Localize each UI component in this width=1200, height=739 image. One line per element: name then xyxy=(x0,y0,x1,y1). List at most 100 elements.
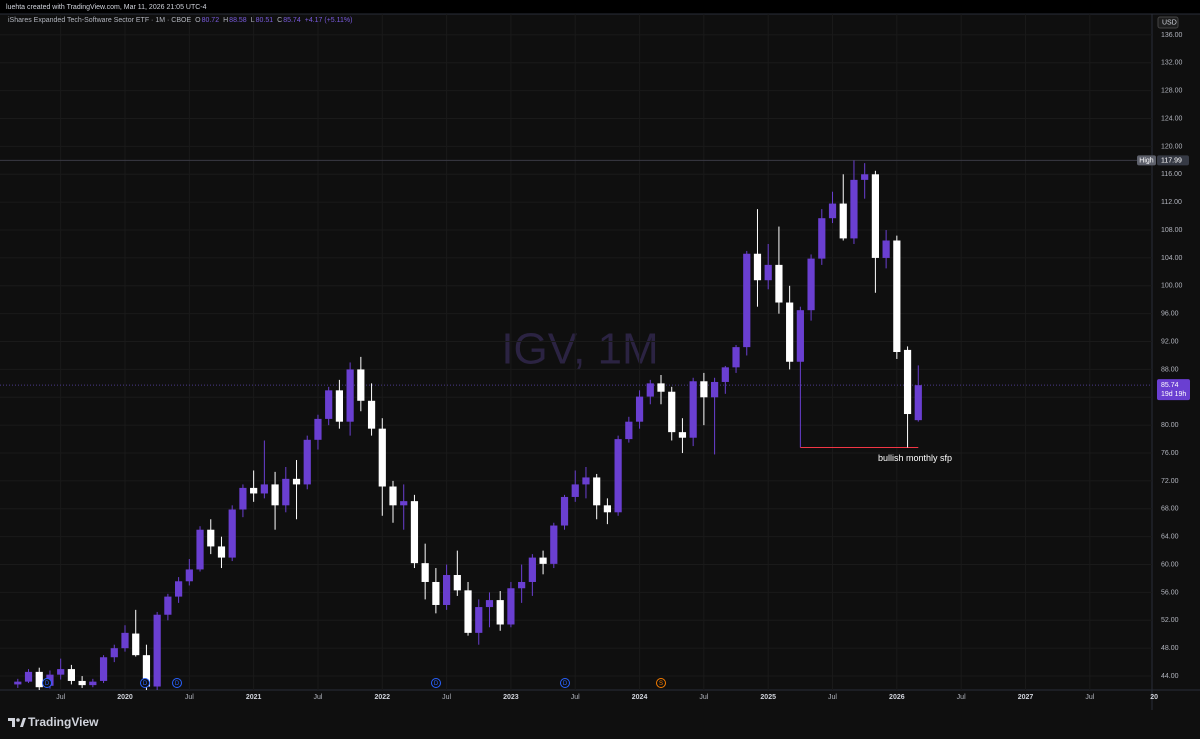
candle-body xyxy=(807,258,815,311)
currency: USD xyxy=(1162,19,1177,26)
candle-body xyxy=(625,421,633,440)
candle-body xyxy=(153,614,161,687)
legend-value: 88.58 xyxy=(229,17,247,24)
x-tick-label: Jul xyxy=(185,694,194,701)
candle-body xyxy=(786,302,794,362)
candle-body xyxy=(292,478,301,485)
x-tick-label: 2026 xyxy=(889,694,905,701)
event-marker xyxy=(42,678,52,688)
candle-body xyxy=(635,396,644,422)
candle-body xyxy=(389,486,397,506)
y-tick-label: 124.00 xyxy=(1161,115,1183,122)
x-tick-label: 2021 xyxy=(246,694,262,701)
x-tick-label: Jul xyxy=(442,694,451,701)
logo-text: TradingView xyxy=(28,715,99,729)
y-tick-label: 120.00 xyxy=(1161,143,1183,150)
y-tick-label: 88.00 xyxy=(1161,366,1179,373)
candle-body xyxy=(78,680,86,686)
y-tick-label: 108.00 xyxy=(1161,227,1183,234)
candle-body xyxy=(828,203,837,219)
y-tick-label: 56.00 xyxy=(1161,589,1179,596)
x-tick-label: Jul xyxy=(957,694,966,701)
candle-body xyxy=(57,669,65,675)
plot-area xyxy=(0,14,1152,690)
high-tag-label: High xyxy=(1139,157,1154,164)
candle-body xyxy=(689,381,697,438)
candle-body xyxy=(850,179,858,239)
x-tick-label: Jul xyxy=(699,694,708,701)
candle-body xyxy=(410,501,419,564)
time-axis: Jul 2020 Jul 2021 Jul 2022 Jul 2023 Jul 2024 Jul 20… xyxy=(56,694,1158,701)
candle-body xyxy=(443,575,451,605)
legend-label: L xyxy=(250,17,255,24)
legend-value: 85.74 xyxy=(283,17,301,24)
candle-body xyxy=(325,390,333,419)
x-tick-label: Jul xyxy=(56,694,65,701)
header-text: luehta created with TradingView.com, Mar… xyxy=(6,4,207,11)
candle-body xyxy=(99,657,108,681)
candle-body xyxy=(303,439,311,485)
event-marker xyxy=(656,678,666,688)
logo: TradingView xyxy=(8,715,99,729)
candle-body xyxy=(89,681,97,686)
candle-body xyxy=(700,381,708,398)
candle-body xyxy=(110,648,118,658)
event-marker-label: D xyxy=(175,681,180,687)
candle-body xyxy=(582,477,590,485)
candle-body xyxy=(432,581,440,605)
candle-body xyxy=(164,596,172,615)
candle-body xyxy=(903,349,912,415)
candle-body xyxy=(346,369,354,422)
legend-label: H xyxy=(223,17,229,24)
y-tick-label: 60.00 xyxy=(1161,561,1179,568)
x-tick-label: 2023 xyxy=(503,694,519,701)
candle-body xyxy=(239,487,247,510)
candle-body xyxy=(475,607,483,633)
high-value: 117.99 xyxy=(1161,157,1182,164)
last-price-tag xyxy=(1157,379,1190,401)
countdown: 19d 19h xyxy=(1161,391,1186,398)
candle-body xyxy=(711,381,719,398)
candle-body xyxy=(175,581,183,597)
candle-body xyxy=(185,569,193,582)
y-tick-label: 48.00 xyxy=(1161,645,1179,652)
y-tick-label: 44.00 xyxy=(1161,673,1179,680)
event-marker xyxy=(560,678,570,688)
candle-body xyxy=(400,501,408,506)
logo-icon xyxy=(20,718,26,727)
y-tick-label: 116.00 xyxy=(1161,171,1182,178)
y-tick-label: 68.00 xyxy=(1161,506,1179,513)
candle-body xyxy=(646,383,654,397)
candle-body xyxy=(657,383,665,392)
y-tick-label: 80.00 xyxy=(1161,422,1179,429)
legend-value: 80.51 xyxy=(255,17,274,24)
header-bar xyxy=(0,0,1200,14)
candle-body xyxy=(743,253,751,348)
candle-body xyxy=(518,581,526,589)
candle-body xyxy=(314,418,322,440)
candle-body xyxy=(818,218,826,259)
candle-body xyxy=(464,590,472,633)
y-tick-label: 96.00 xyxy=(1161,311,1179,318)
candle-body xyxy=(121,632,129,649)
y-tick-label: 104.00 xyxy=(1161,255,1183,262)
candle-body xyxy=(24,671,33,682)
high-tag xyxy=(1137,155,1156,166)
candle-body xyxy=(732,347,740,368)
candle-body xyxy=(207,529,215,547)
last-price: 85.74 xyxy=(1161,382,1179,389)
candle-body xyxy=(550,525,558,564)
candle-body xyxy=(914,385,922,421)
candle-body xyxy=(678,432,687,438)
candle-body xyxy=(775,264,783,303)
x-tick-label: 20 xyxy=(1150,694,1158,701)
candle-body xyxy=(528,557,536,582)
legend-value: 80.72 xyxy=(201,17,220,24)
y-tick-label: 92.00 xyxy=(1161,338,1179,345)
x-tick-label: Jul xyxy=(1085,694,1094,701)
candle-body xyxy=(421,563,429,582)
logo-icon xyxy=(8,718,15,727)
candle-body xyxy=(14,681,22,685)
